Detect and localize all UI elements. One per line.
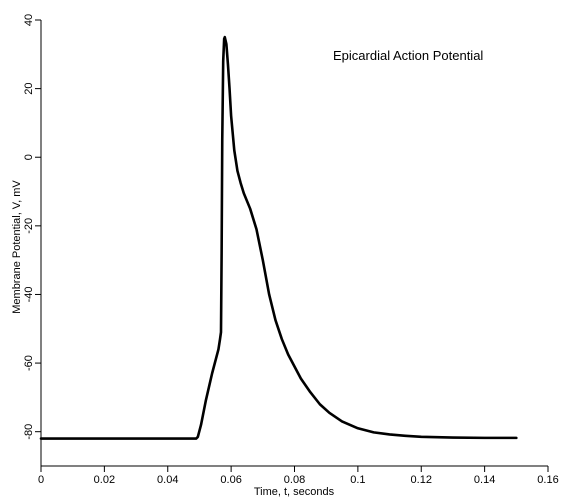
x-tick-label: 0.1: [350, 474, 365, 486]
y-tick-label: -80: [23, 424, 35, 440]
x-tick-label: 0.04: [157, 474, 178, 486]
series-line: [39, 35, 518, 440]
y-tick-label: 20: [23, 82, 35, 94]
y-tick-label: -40: [23, 287, 35, 303]
x-tick-label: 0.06: [220, 474, 241, 486]
x-axis-title: Time, t, seconds: [254, 486, 335, 498]
x-tick-label: 0.12: [411, 474, 432, 486]
y-tick-label: -20: [23, 218, 35, 234]
y-tick-label: 40: [23, 14, 35, 26]
chart-title: Epicardial Action Potential: [333, 48, 483, 63]
x-tick-label: 0.02: [94, 474, 115, 486]
x-tick-label: 0.16: [537, 474, 558, 486]
y-axis-title: Membrane Potential, V, mV: [11, 180, 23, 314]
y-tick-label: 0: [23, 154, 35, 160]
series-layer: [39, 35, 518, 440]
y-tick-label: -60: [23, 355, 35, 371]
axes-layer: 0 0.02 0.04 0.06 0.08 0.1 0.12 0.14 0.16 -80 -60 -4…: [23, 14, 559, 486]
x-tick-label: 0.14: [474, 474, 495, 486]
x-tick-label: 0: [38, 474, 44, 486]
x-tick-label: 0.08: [284, 474, 305, 486]
